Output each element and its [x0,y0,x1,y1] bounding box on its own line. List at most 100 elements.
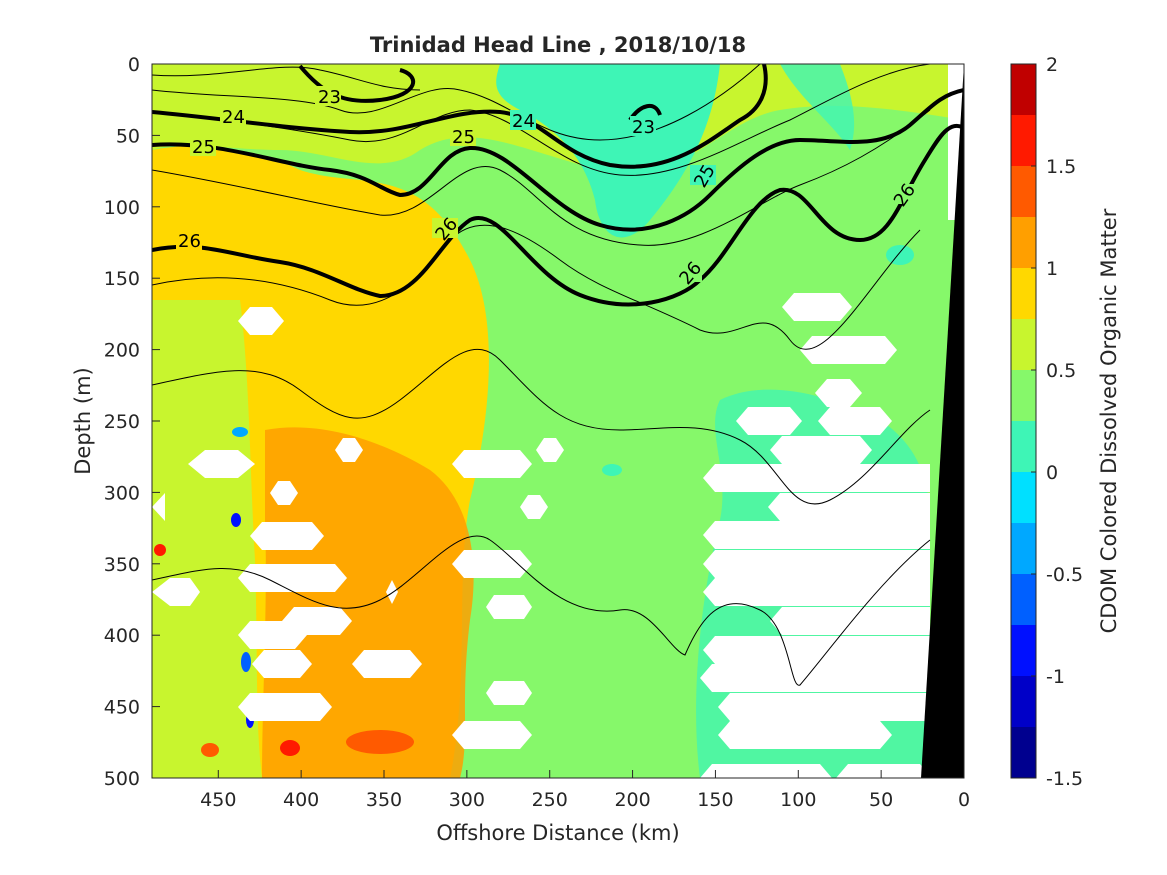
colorbar-label: CDOM Colored Dissolved Organic Matter [1097,208,1121,633]
x-tick-label: 400 [283,789,319,811]
contour-label: 26 [178,231,201,252]
missing-data-cell [238,564,347,592]
missing-data-cell [152,578,200,606]
contour-label-bg [450,126,476,146]
colorbar-level [1011,523,1036,574]
contour-label-bg [432,218,458,238]
contour-thin [152,224,921,350]
colorbar-frame [1010,63,1037,779]
contour-label-bg [176,230,202,250]
contour-bold [298,64,416,103]
y-axis: 0 50 100 150 200 250 300 350 400 450 500 [104,54,160,790]
contour-thin [152,66,421,91]
colorbar-level [1011,268,1036,319]
y-tick-label: 450 [104,697,140,719]
contour-label-bg [220,106,246,126]
missing-data-cell [700,764,832,778]
colorbar-level [1011,115,1036,166]
missing-data-cell [352,650,422,678]
contour-label: 24 [512,111,535,132]
colorbar-tick-label: 0.5 [1046,360,1076,382]
cdom-blob [201,743,219,757]
y-tick-label: 200 [104,340,140,362]
colorbar-level [1011,625,1036,676]
y-tick-label: 50 [116,125,140,147]
contour-bold [152,88,964,232]
contour-labels: 23 23 24 24 25 25 25 26 26 26 26 [176,86,920,289]
contour-label-bg [315,86,341,106]
colorbar-level [1011,574,1036,625]
missing-data-cell [152,493,165,521]
missing-data-cell [718,721,892,749]
missing-data-cell [188,450,255,478]
missing-data-cell [520,495,548,519]
x-tick-label: 450 [200,789,236,811]
missing-data-cell [703,521,930,549]
plot-area: 23 23 24 24 25 25 25 26 26 26 26 [152,64,964,778]
missing-data-cell [836,764,932,778]
contour-thin [152,64,931,176]
contour-label: 25 [452,127,475,148]
x-tick-label: 250 [532,789,568,811]
contour-label-bg [510,110,536,130]
x-axis-label: Offshore Distance (km) [436,821,679,845]
y-tick-label: 300 [104,482,140,504]
missing-data-cell [486,681,532,705]
missing-data-cell [452,721,532,749]
cdom-blob [602,464,622,476]
contour-label-bg [190,136,216,156]
contour-label: 23 [318,87,341,108]
missing-data-cell [770,607,930,635]
contour-thin [152,348,931,505]
y-axis-label: Depth (m) [71,367,95,474]
y-tick-label: 350 [104,554,140,576]
cdom-region-highest [262,427,474,778]
cdom-blob [231,513,241,527]
x-tick-label: 300 [449,789,485,811]
missing-data-cell [238,307,284,335]
cdom-blob [232,427,248,437]
missing-data-cell [250,522,324,550]
colorbar-tick-label: -1.5 [1046,768,1083,790]
missing-data-cell [452,450,532,478]
missing-data-cell [335,438,363,462]
missing-data-cell [282,607,352,635]
colorbar-level [1011,217,1036,268]
y-tick-label: 400 [104,625,140,647]
colorbar-tick-label: 1.5 [1046,156,1076,178]
missing-data-cell [536,438,564,462]
density-contours [152,64,964,686]
missing-data-cell [486,595,532,619]
y-tick-label: 500 [104,768,140,790]
missing-data-cell [703,578,930,606]
x-tick-label: 200 [614,789,650,811]
missing-data-cell [703,550,930,578]
y-tick-label: 0 [128,54,140,76]
y-tick-label: 250 [104,411,140,433]
missing-data-cell [700,664,930,692]
cdom-region-low [496,64,720,238]
colorbar-level [1011,472,1036,523]
cdom-blob [241,652,251,672]
contour-label-bg [630,116,656,136]
cdom-region-medium-west [152,300,262,778]
x-tick-label: 50 [869,789,893,811]
colorbar-level [1011,319,1036,370]
cdom-blob [280,740,300,756]
contour-thin [152,535,931,686]
missing-data-cell [736,407,802,435]
y-tick-label: 100 [104,197,140,219]
contour-label: 24 [222,107,245,128]
missing-data-cell [386,580,398,604]
colorbar-level [1011,166,1036,217]
missing-data-cell [718,693,930,721]
missing-data-cell [815,379,862,407]
missing-data-cell [818,407,892,435]
colorbar-level [1011,64,1036,115]
colorbar-tick-label: 0 [1046,462,1058,484]
colorbar-tick-label: -1 [1046,666,1065,688]
colorbar-level [1011,421,1036,472]
colorbar [1011,64,1036,778]
contour-bold [152,124,964,307]
